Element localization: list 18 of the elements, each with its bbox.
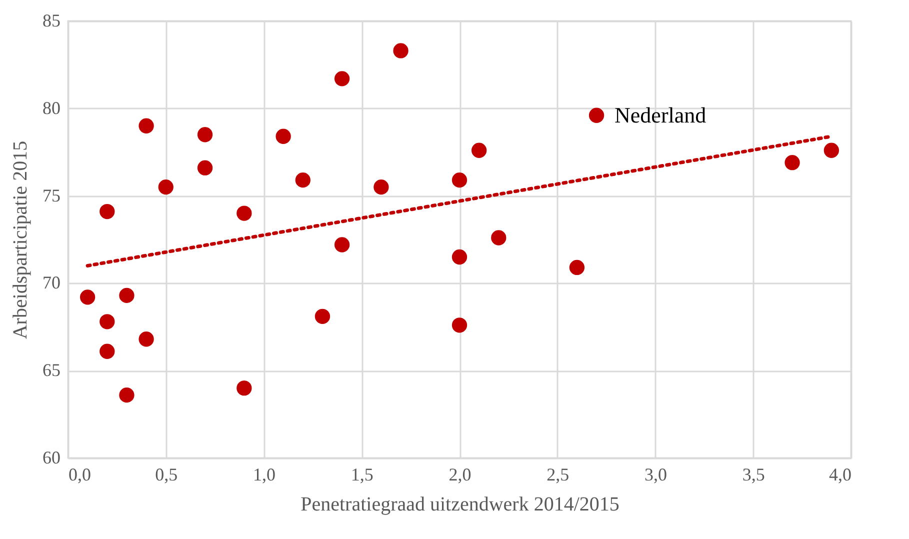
y-tick-label: 60: [42, 448, 60, 468]
x-tick-label: 3,5: [742, 464, 765, 484]
x-tick-label: 1,0: [253, 464, 276, 484]
y-tick-label: 65: [42, 360, 60, 380]
x-tick-label: 1,5: [350, 464, 374, 484]
y-tick-label: 80: [42, 98, 60, 118]
y-tick-label: 85: [42, 10, 60, 30]
y-axis-title: Arbeidsparticipatie 2015: [10, 140, 32, 340]
y-tick-label: 75: [42, 185, 60, 206]
x-tick-label: 0,5: [155, 464, 178, 484]
x-axis-title: Penetratiegraad uitzendwerk 2014/2015: [300, 494, 620, 516]
annotation: Nederland: [614, 102, 706, 128]
x-tick-label: 2,0: [448, 464, 472, 484]
x-tick-label: 3,0: [644, 464, 667, 484]
x-tick-label: 2,5: [546, 464, 570, 484]
y-tick-label: 70: [42, 272, 60, 293]
x-tick-label: 0,0: [68, 464, 91, 484]
x-tick-label: 4,0: [829, 464, 852, 484]
